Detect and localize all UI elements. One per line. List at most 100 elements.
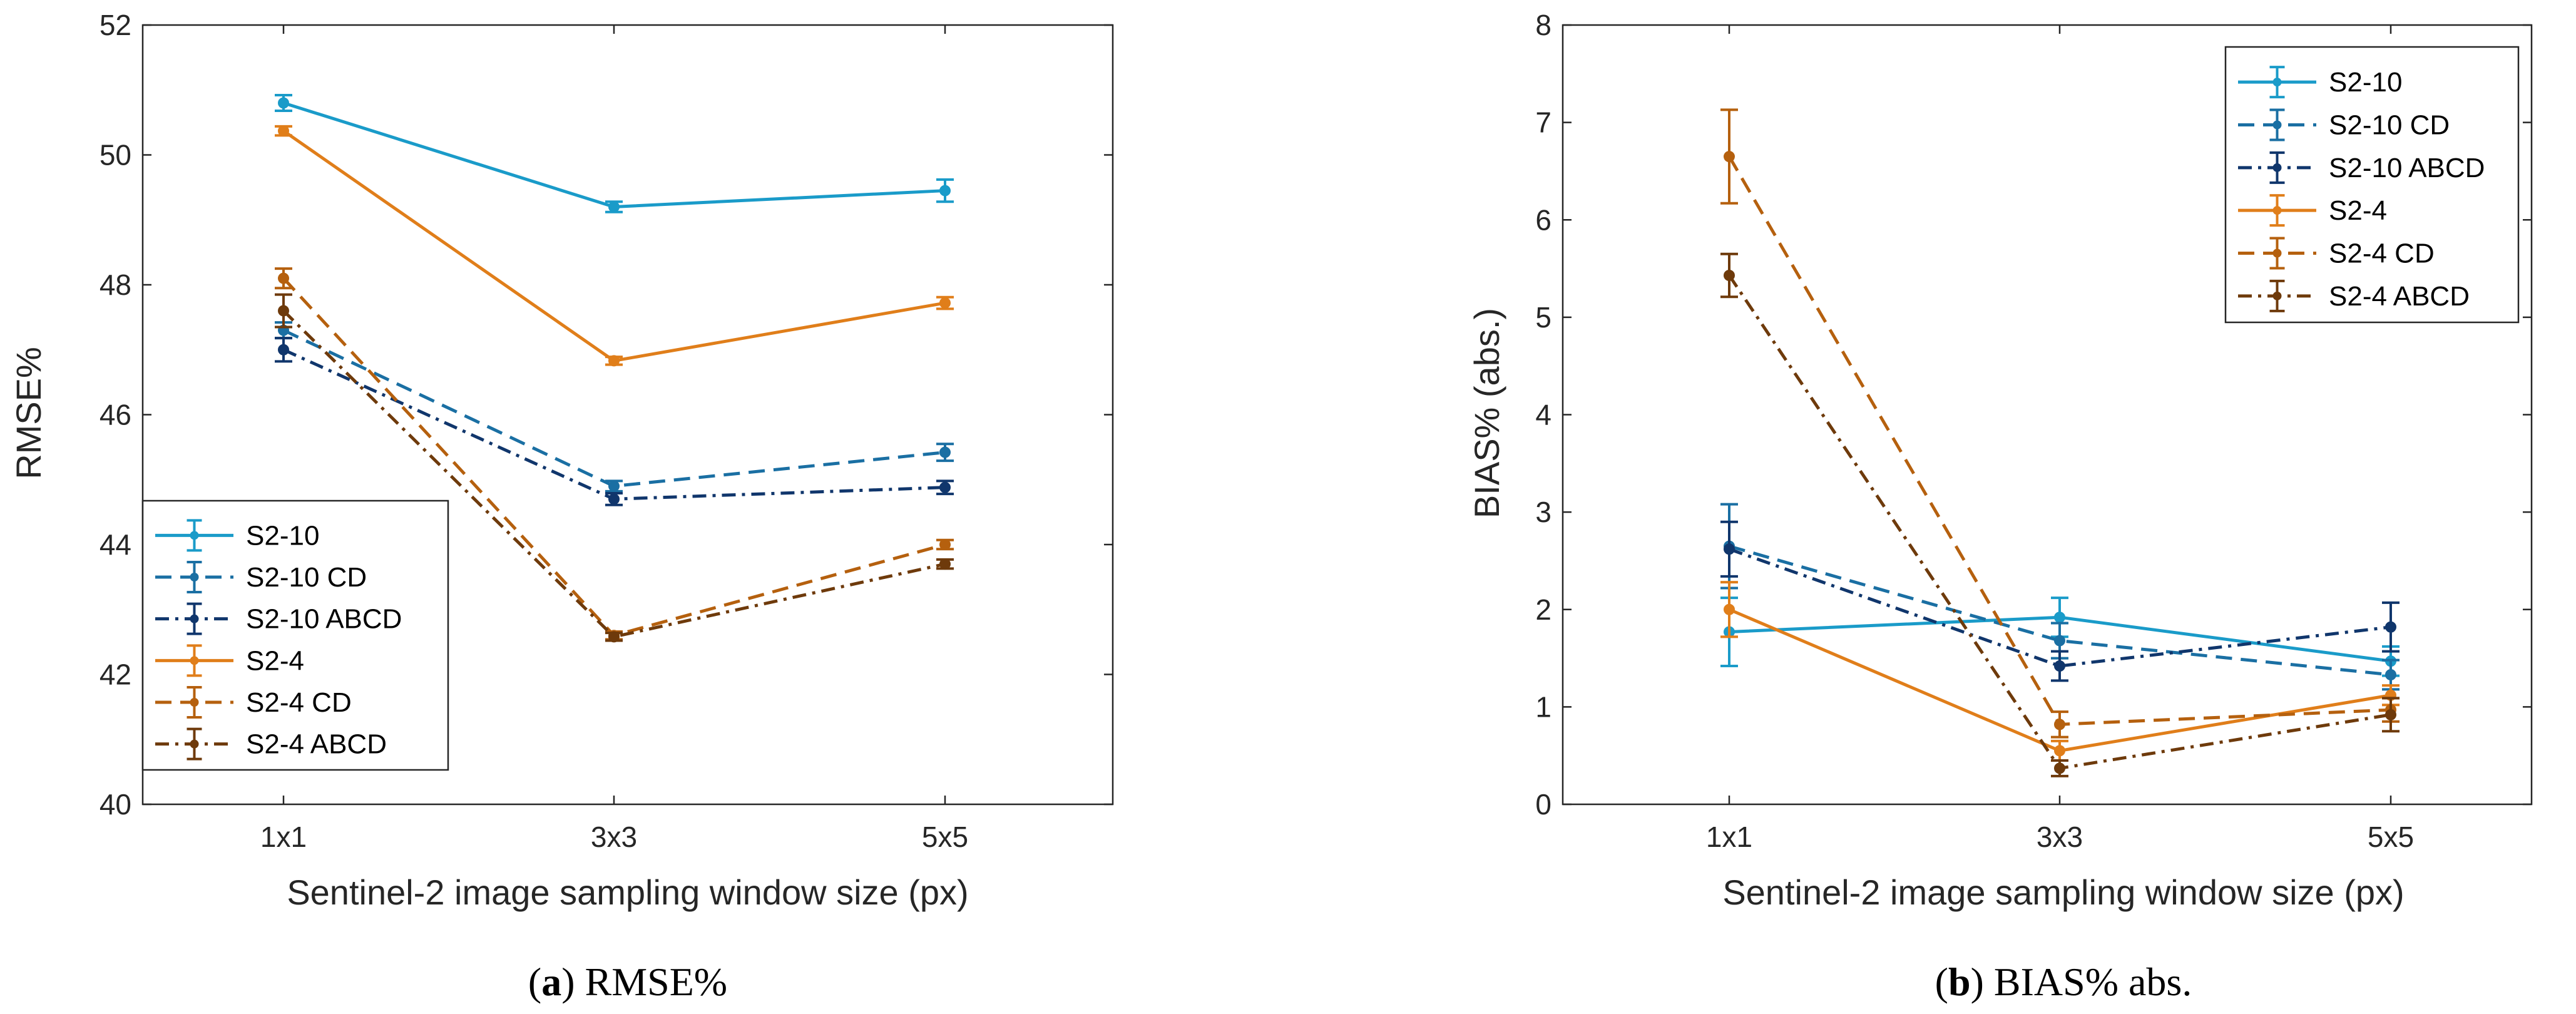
data-point bbox=[939, 185, 951, 197]
data-point bbox=[939, 558, 951, 570]
data-point bbox=[1724, 269, 1735, 281]
x-tick-label: 5x5 bbox=[2368, 821, 2414, 853]
y-tick-label: 1 bbox=[1535, 690, 1551, 723]
data-point bbox=[1724, 543, 1735, 555]
y-tick-label: 7 bbox=[1535, 106, 1551, 139]
y-tick-label: 3 bbox=[1535, 496, 1551, 528]
legend-label: S2-4 bbox=[246, 645, 304, 676]
legend-marker bbox=[2272, 78, 2282, 87]
x-axis-label: Sentinel-2 image sampling window size (p… bbox=[1722, 873, 2404, 912]
data-point bbox=[2054, 660, 2065, 672]
x-tick-label: 5x5 bbox=[922, 821, 968, 853]
data-point bbox=[939, 539, 951, 550]
series-line bbox=[1729, 545, 2391, 677]
caption-title: RMSE% bbox=[585, 960, 728, 1004]
legend-label: S2-10 CD bbox=[2329, 110, 2450, 141]
data-point bbox=[278, 305, 289, 317]
data-point bbox=[1724, 151, 1735, 163]
y-tick-label: 8 bbox=[1535, 9, 1551, 41]
legend-label: S2-10 CD bbox=[246, 562, 367, 593]
series-s2-10-abcd bbox=[1720, 520, 2400, 682]
y-tick-label: 46 bbox=[100, 399, 131, 431]
legend-marker bbox=[2272, 120, 2282, 130]
y-tick-label: 44 bbox=[100, 528, 131, 561]
y-tick-label: 52 bbox=[100, 9, 131, 41]
legend-label: S2-10 bbox=[2329, 67, 2402, 98]
data-point bbox=[2054, 762, 2065, 774]
legend-label: S2-10 ABCD bbox=[2329, 153, 2485, 183]
data-point bbox=[608, 631, 620, 643]
data-point bbox=[939, 446, 951, 458]
data-point bbox=[1724, 603, 1735, 615]
data-point bbox=[2385, 709, 2396, 720]
legend-marker bbox=[190, 698, 199, 707]
caption-paren: ( bbox=[1935, 960, 1948, 1004]
chart-panel-a: 40 42 44 46 48 50 52 1x1 3x3 5x5 Sentinel-2 image … bbox=[9, 9, 1114, 1004]
x-tick-label: 1x1 bbox=[1706, 821, 1752, 853]
legend-marker bbox=[2272, 291, 2282, 300]
panel-caption: (b) BIAS% abs. bbox=[1935, 960, 2192, 1004]
caption-letter: a bbox=[541, 960, 561, 1004]
y-tick-label: 4 bbox=[1535, 399, 1551, 431]
legend-label: S2-4 CD bbox=[246, 687, 352, 718]
legend-box bbox=[2224, 46, 2520, 324]
panel-caption: (a) RMSE% bbox=[528, 960, 727, 1004]
x-tick-label: 3x3 bbox=[2037, 821, 2083, 853]
legend: S2-10 S2-10 CD S2-10 ABCD S2-4 S2-4 CD S2-4 A… bbox=[141, 499, 449, 771]
data-point bbox=[608, 355, 620, 367]
caption-paren: ) bbox=[561, 960, 585, 1004]
y-axis-label: BIAS% (abs.) bbox=[1467, 308, 1506, 518]
series-s2-4 bbox=[275, 125, 954, 367]
x-tick-label: 3x3 bbox=[591, 821, 637, 853]
x-tick-label: 1x1 bbox=[260, 821, 307, 853]
caption-paren: ( bbox=[528, 960, 541, 1004]
legend-label: S2-4 CD bbox=[2329, 238, 2435, 269]
y-axis-label: RMSE% bbox=[9, 347, 48, 479]
y-tick-label: 0 bbox=[1535, 788, 1551, 821]
data-point bbox=[2385, 669, 2396, 681]
legend-marker bbox=[2272, 248, 2282, 258]
caption-paren: ) bbox=[1971, 960, 1994, 1004]
series-s2-10 bbox=[275, 94, 954, 213]
data-point bbox=[2054, 719, 2065, 730]
y-tick-label: 50 bbox=[100, 139, 131, 172]
x-axis-label: Sentinel-2 image sampling window size (p… bbox=[287, 873, 968, 912]
legend-label: S2-10 ABCD bbox=[246, 604, 402, 635]
data-point bbox=[608, 201, 620, 213]
legend-marker bbox=[190, 573, 199, 581]
caption-title: BIAS% abs. bbox=[1994, 960, 2192, 1004]
y-tick-label: 5 bbox=[1535, 301, 1551, 334]
data-point bbox=[2385, 621, 2396, 633]
data-point bbox=[278, 97, 289, 109]
data-point bbox=[2054, 635, 2065, 647]
legend-label: S2-4 ABCD bbox=[2329, 281, 2470, 312]
data-point bbox=[939, 297, 951, 309]
y-tick-label: 6 bbox=[1535, 203, 1551, 236]
data-point bbox=[278, 125, 289, 137]
legend-marker bbox=[2272, 206, 2282, 215]
y-tick-label: 48 bbox=[100, 269, 131, 301]
y-tick-label: 42 bbox=[100, 658, 131, 691]
legend-label: S2-4 bbox=[2329, 195, 2387, 226]
data-point bbox=[278, 344, 289, 356]
legend-marker bbox=[190, 531, 199, 540]
legend-marker bbox=[190, 656, 199, 665]
legend-label: S2-4 ABCD bbox=[246, 729, 387, 760]
data-point bbox=[608, 480, 620, 492]
legend-marker bbox=[190, 614, 199, 623]
data-point bbox=[939, 481, 951, 493]
data-point bbox=[278, 272, 289, 284]
series-s2-4-abcd bbox=[275, 293, 954, 643]
chart-panel-b: 0 1 2 3 4 5 6 7 8 1x1 3x3 5x5 Sentinel-2 image sampl… bbox=[1467, 9, 2533, 1004]
y-tick-label: 2 bbox=[1535, 593, 1551, 626]
series-s2-4-abcd bbox=[1720, 252, 2400, 777]
caption-letter: b bbox=[1948, 960, 1971, 1004]
data-point bbox=[2054, 745, 2065, 757]
legend-marker bbox=[2272, 163, 2282, 172]
legend-label: S2-10 bbox=[246, 520, 319, 551]
data-point bbox=[2054, 612, 2065, 623]
legend: S2-10 S2-10 CD S2-10 ABCD S2-4 S2-4 CD S2-4 A… bbox=[2224, 46, 2520, 324]
data-point bbox=[608, 493, 620, 505]
legend-marker bbox=[190, 739, 199, 749]
